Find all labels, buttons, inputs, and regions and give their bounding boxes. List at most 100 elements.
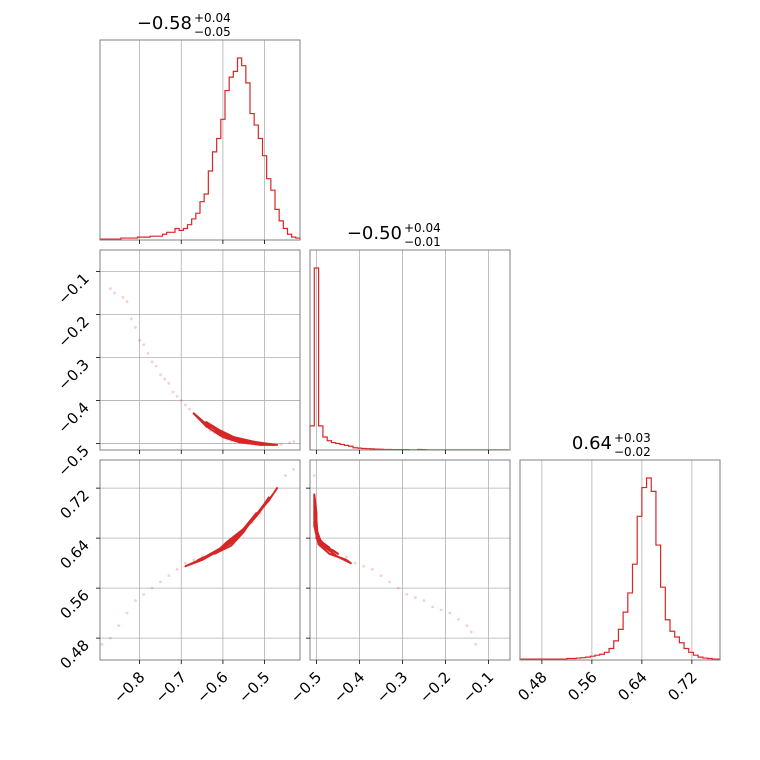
sample-point-xy_10-0 (109, 287, 112, 291)
sample-point-xy_21-15 (413, 596, 417, 599)
panel-xy_21 (306, 459, 511, 664)
hist-panel-2: 0.64 +0.03−0.02 (519, 431, 721, 664)
xtick-label-0-1: −0.7 (152, 668, 190, 706)
sample-point-xy_10-5 (134, 326, 137, 329)
sample-point-xy_20-4 (134, 599, 137, 603)
sample-point-xy_21-14 (405, 592, 409, 596)
sample-point-xy_21-12 (388, 580, 391, 584)
sample-point-xy_20-9 (175, 567, 179, 571)
sample-point-xy_21-23 (474, 642, 477, 646)
sample-point-xy_21-22 (469, 630, 473, 634)
hist-frame-2 (519, 459, 721, 661)
sample-point-xy_21-7 (345, 555, 348, 559)
sample-point-xy_20-7 (159, 580, 162, 584)
sample-point-xy_10-35 (288, 441, 291, 445)
sample-point-xy_21-17 (431, 605, 434, 609)
sample-point-xy_10-15 (175, 394, 179, 398)
sample-point-xy_20-1 (109, 636, 112, 640)
grid-xy_21 (310, 460, 510, 660)
sample-point-xy_10-13 (167, 381, 171, 385)
title-plus-2: +0.03 (614, 431, 651, 445)
frame-xy_20 (99, 459, 301, 661)
contour-xy_21-2 (314, 521, 331, 549)
ytick-label-2-0: 0.48 (56, 636, 92, 672)
ytick-label-1-1: −0.4 (54, 399, 92, 437)
param-title-2: 0.64 +0.03−0.02 (572, 431, 651, 459)
sample-point-xy_10-10 (154, 364, 158, 368)
contour-xy_10-1 (205, 421, 274, 446)
sample-point-xy_21-10 (370, 567, 374, 571)
title-value-0: −0.58 (137, 13, 192, 34)
histogram-2 (519, 477, 721, 660)
xtick-label-2-1: 0.56 (564, 668, 600, 704)
sample-point-xy_10-2 (121, 295, 125, 299)
sample-point-xy_10-11 (159, 373, 162, 377)
contour-xy_21-0 (313, 493, 352, 565)
contour-xy_10-2 (221, 432, 266, 445)
sample-point-xy_21-19 (448, 611, 452, 615)
sample-point-xy_21-9 (362, 564, 366, 568)
histogram-0 (99, 57, 301, 240)
contour-xy_20-0 (184, 487, 279, 568)
sample-point-xy_10-36 (292, 439, 296, 443)
ytick-label-2-3: 0.72 (56, 486, 92, 522)
frame-xy_21 (309, 459, 511, 661)
hist-grid-0 (139, 40, 265, 240)
hist-frame-1 (309, 249, 511, 451)
sample-point-xy_10-7 (142, 343, 146, 347)
sample-point-xy_21-16 (422, 599, 426, 603)
sample-point-xy_20-2 (117, 624, 121, 628)
sample-point-xy_20-11 (192, 558, 196, 562)
sample-point-xy_10-6 (138, 338, 141, 342)
sample-point-xy_10-34 (279, 443, 283, 446)
hist-grid-1 (316, 250, 489, 450)
ytick-label-2-1: 0.56 (56, 586, 92, 622)
contour-xy_20-1 (196, 496, 270, 561)
title-plus-0: +0.04 (194, 11, 231, 25)
title-minus-1: −0.01 (404, 235, 441, 249)
sample-point-xy_10-18 (188, 407, 191, 411)
panel-xy_10 (96, 249, 301, 454)
sample-point-xy_20-8 (167, 574, 171, 578)
xtick-label-1-1: −0.4 (330, 668, 368, 706)
histogram-1 (309, 267, 509, 451)
xtick-label-2-3: 0.72 (664, 668, 700, 704)
ytick-label-1-4: −0.1 (54, 270, 92, 308)
sample-point-xy_20-10 (184, 561, 187, 565)
sample-point-xy_21-18 (439, 608, 443, 612)
ytick-label-1-0: −0.5 (54, 442, 92, 480)
ytick-label-1-2: −0.3 (54, 356, 92, 394)
sample-point-xy_10-12 (163, 377, 166, 381)
sample-point-xy_21-11 (379, 574, 383, 578)
hist-frame-0 (99, 39, 301, 241)
contour-xy_20-2 (213, 512, 258, 555)
sample-point-xy_10-17 (184, 403, 187, 407)
sample-point-xy_20-6 (150, 586, 154, 590)
sample-point-xy_20-23 (292, 467, 296, 471)
sample-point-xy_21-0 (312, 474, 316, 478)
xtick-label-0-0: −0.8 (110, 668, 148, 706)
xtick-label-1-3: −0.2 (416, 668, 454, 706)
title-value-2: 0.64 (572, 433, 612, 454)
sample-point-xy_20-5 (142, 592, 146, 596)
panel-xy_20 (96, 459, 301, 664)
xtick-label-1-4: −0.1 (459, 668, 497, 706)
sample-point-xy_21-13 (396, 586, 400, 590)
param-title-0: −0.58 +0.04−0.05 (137, 11, 231, 39)
sample-point-xy_20-3 (125, 611, 129, 615)
xtick-label-0-3: −0.5 (235, 668, 273, 706)
sample-point-xy_10-14 (171, 390, 175, 394)
xtick-label-2-0: 0.48 (514, 668, 550, 704)
xtick-label-2-2: 0.64 (614, 668, 650, 704)
sample-point-xy_10-4 (129, 317, 133, 321)
sample-point-xy_10-9 (150, 360, 154, 364)
param-title-1: −0.50 +0.04−0.01 (347, 221, 441, 249)
hist-grid-2 (541, 460, 693, 660)
xtick-label-1-0: −0.5 (287, 668, 325, 706)
hist-panel-1: −0.50 +0.04−0.01 (309, 221, 511, 454)
sample-point-xy_21-8 (353, 561, 357, 565)
sample-point-xy_21-20 (456, 617, 460, 621)
sample-point-xy_10-16 (179, 399, 183, 402)
ytick-label-2-2: 0.64 (56, 536, 92, 572)
